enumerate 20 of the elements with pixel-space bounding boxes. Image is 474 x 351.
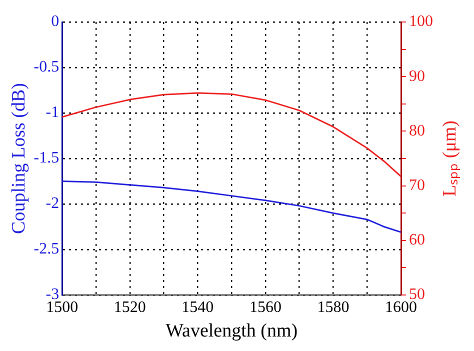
y-tick-label: -1.5 <box>34 150 60 167</box>
x-tick-label: 1500 <box>46 298 78 316</box>
x-tick-label: 1520 <box>114 298 146 316</box>
y2-tick-label: 90 <box>409 68 425 85</box>
y2-tick-label: 70 <box>409 177 425 194</box>
y-tick-label: -2.5 <box>34 240 60 258</box>
y-tick-label: -0.5 <box>34 58 60 76</box>
y2-tick-label: 100 <box>409 13 433 30</box>
y2-tick-label: 60 <box>409 232 425 249</box>
y-tick-label: -1 <box>46 104 60 122</box>
x-tick-label: 1580 <box>317 298 350 316</box>
x-axis-title: Wavelength (nm) <box>166 320 298 342</box>
y-axis-title: Coupling Loss (dB) <box>8 83 30 234</box>
y-tick-label: -2 <box>46 195 60 212</box>
y2-axis-title: Lₛₚₚ (μm) <box>439 120 460 196</box>
y-tick-label: 0 <box>51 13 60 30</box>
x-tick-label: 1600 <box>385 298 417 316</box>
x-tick-label: 1540 <box>182 298 214 316</box>
y2-tick-label: 80 <box>409 122 425 140</box>
x-tick-label: 1560 <box>249 298 282 316</box>
